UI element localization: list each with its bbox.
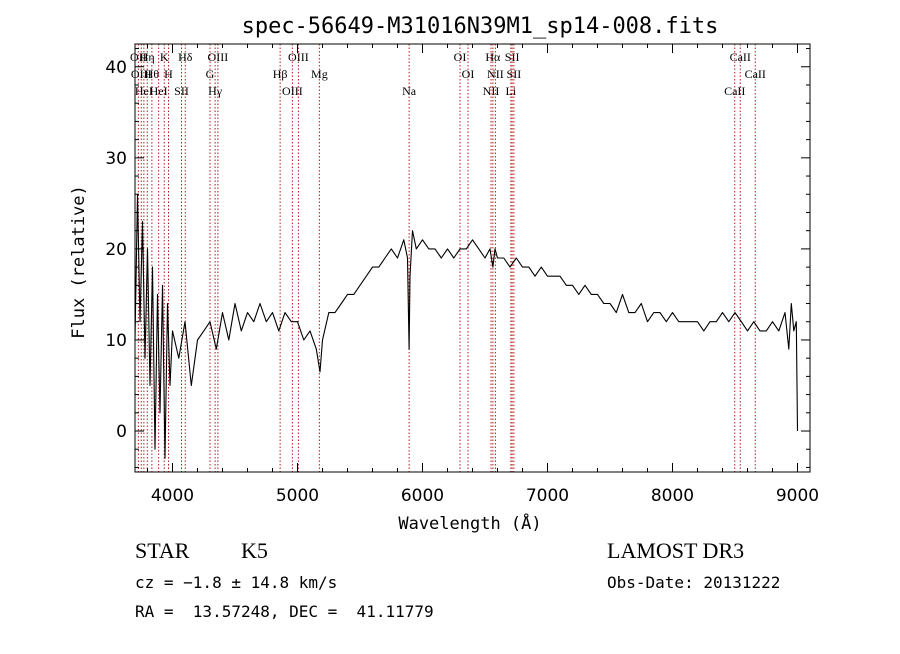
line-marker-label: OIII	[282, 84, 303, 98]
plot-axes: 4000 5000 6000 7000 8000 9000 0 10 20 30 40	[105, 43, 819, 506]
spectral-class: STAR	[135, 538, 190, 563]
line-marker-label: Hθ	[145, 67, 160, 81]
line-marker-label: OI	[454, 50, 467, 64]
y-tick-label: 10	[105, 331, 127, 351]
line-marker-label: NII	[483, 84, 500, 98]
line-marker-label: CaII	[745, 67, 766, 81]
line-marker-label: K	[160, 50, 169, 64]
x-axis-label: Wavelength (Å)	[398, 512, 541, 534]
y-axis-label: Flux (relative)	[69, 185, 89, 339]
coordinates: RA = 13.57248, DEC = 41.11779	[135, 602, 434, 621]
line-marker-label: Mg	[311, 67, 328, 81]
x-tick-label: 7000	[526, 486, 569, 506]
y-tick-label: 30	[105, 149, 127, 169]
y-tick-label: 0	[116, 422, 127, 442]
chart-title: spec-56649-M31016N39M1_sp14-008.fits	[242, 14, 719, 39]
line-marker-label: Hα	[485, 50, 501, 64]
survey-name: LAMOST DR3	[607, 538, 745, 563]
x-tick-label: 6000	[401, 486, 444, 506]
redshift-cz: cz = −1.8 ± 14.8 km/s	[135, 573, 338, 592]
line-markers: OIIOIIIHeIHηHθHeIKHSIIHδGHγOIIIHβOIIIOII…	[130, 44, 766, 472]
line-marker-label: OIII	[288, 50, 309, 64]
line-marker-label: Hδ	[178, 50, 193, 64]
line-marker-label: SII	[174, 84, 189, 98]
line-marker-label: CaII	[724, 84, 745, 98]
line-marker-label: OIII	[208, 50, 229, 64]
x-tick-label: 4000	[151, 486, 194, 506]
plot-frame	[134, 43, 811, 473]
line-marker-label: G	[206, 67, 215, 81]
observation-date: Obs-Date: 20131222	[607, 573, 781, 592]
line-marker-label: H	[164, 67, 173, 81]
x-tick-label: 5000	[276, 486, 319, 506]
line-marker-label: OI	[462, 67, 475, 81]
line-marker-label: OIII	[131, 67, 152, 81]
line-marker-label: Hγ	[208, 84, 223, 98]
line-marker-label: Hη	[140, 50, 155, 64]
y-tick-label: 20	[105, 240, 127, 260]
line-marker-label: SII	[505, 50, 520, 64]
line-marker-label: HeI	[135, 84, 153, 98]
line-marker-label: HeI	[150, 84, 168, 98]
y-tick-label: 40	[105, 58, 127, 78]
spectral-subclass: K5	[241, 538, 268, 563]
line-marker-label: SII	[507, 67, 522, 81]
x-tick-label: 8000	[651, 486, 694, 506]
spectrum-line-0	[134, 193, 799, 459]
spectrum-series	[134, 193, 799, 459]
x-tick-label: 9000	[776, 486, 819, 506]
line-marker-label: Na	[402, 84, 417, 98]
line-marker-label: OII	[130, 50, 147, 64]
line-marker-label: Hβ	[273, 67, 288, 81]
line-marker-label: NII	[487, 67, 504, 81]
line-marker-label: Li	[506, 84, 517, 98]
line-marker-label: CaII	[730, 50, 751, 64]
